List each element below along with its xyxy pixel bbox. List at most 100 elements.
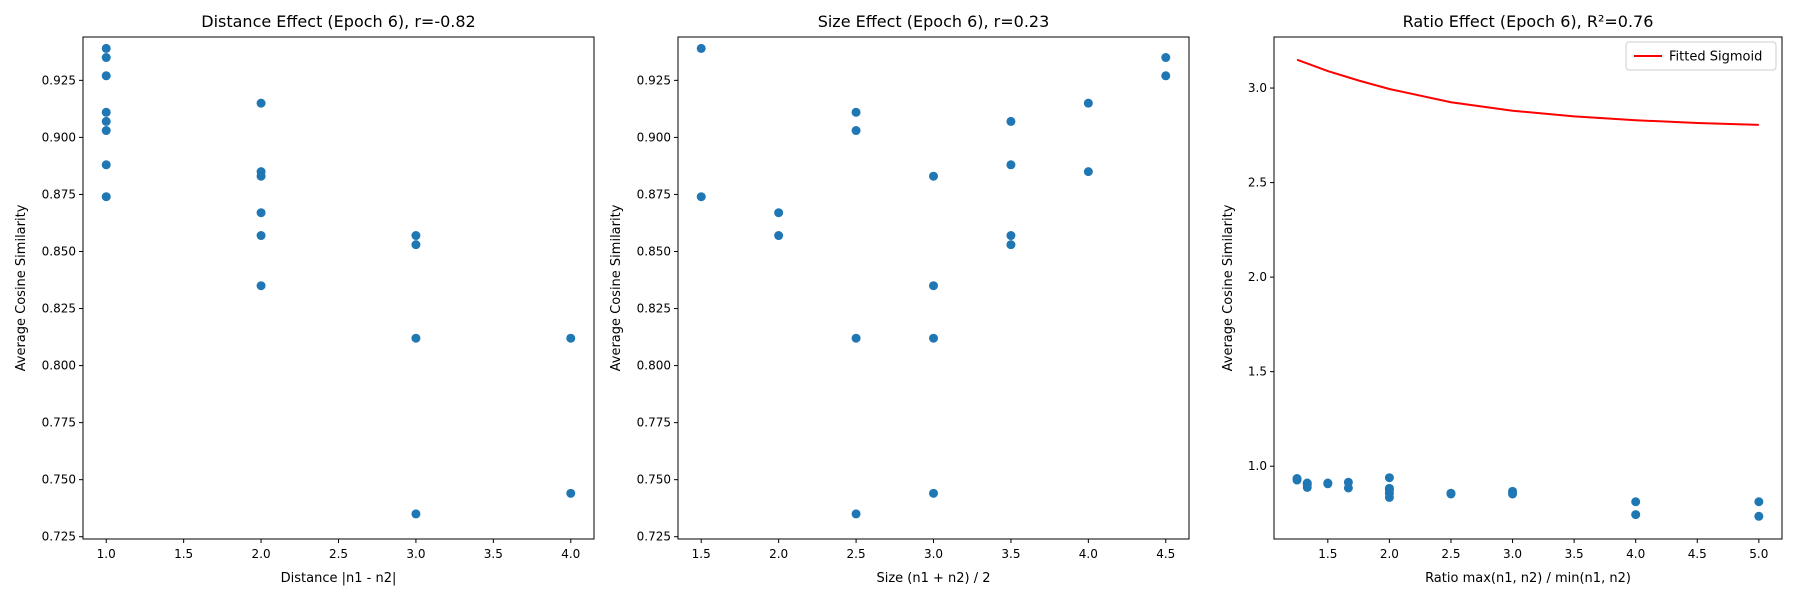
x-tick-label: 2.0 (769, 547, 788, 561)
data-point (851, 509, 861, 519)
data-point (101, 126, 111, 136)
panel-distance-effect: Distance Effect (Epoch 6), r=-0.82 1.0 1.… (14, 12, 595, 586)
data-point (1323, 478, 1333, 488)
fitted-sigmoid-line (1296, 58, 1759, 126)
legend-label: Fitted Sigmoid (1669, 50, 1762, 65)
data-point (256, 281, 266, 291)
data-point (1083, 167, 1093, 177)
data-point (1006, 240, 1016, 250)
data-point (1384, 492, 1394, 502)
y-tick-label: 0.750 (42, 473, 76, 487)
data-point (411, 231, 421, 241)
data-point (101, 71, 111, 81)
y-tick-label: 0.775 (637, 416, 671, 430)
y-tick-label: 0.825 (42, 302, 76, 316)
data-point (101, 43, 111, 53)
x-tick-label: 2.5 (847, 547, 866, 561)
data-points (101, 43, 576, 519)
x-tick-label: 1.5 (1318, 547, 1337, 561)
y-tick-label: 0.875 (42, 187, 76, 201)
data-point (101, 116, 111, 126)
y-tick-label: 0.850 (637, 244, 671, 258)
data-point (1384, 473, 1394, 483)
data-point (256, 208, 266, 218)
y-tick-label: 0.925 (637, 73, 671, 87)
data-point (1302, 482, 1312, 492)
x-tick-label: 4.0 (561, 547, 580, 561)
x-axis-label: Distance |n1 - n2| (281, 571, 397, 586)
data-point (1343, 483, 1353, 493)
data-point (256, 171, 266, 181)
y-tick-label: 2.5 (1248, 176, 1267, 190)
data-point (256, 231, 266, 241)
x-tick-label: 4.0 (1079, 547, 1098, 561)
data-point (929, 171, 938, 181)
data-point (1446, 489, 1456, 499)
y-axis-label: Average Cosine Similarity (1221, 204, 1236, 371)
x-tick-label: 5.0 (1749, 547, 1768, 561)
y-tick-label: 0.825 (637, 302, 671, 316)
data-point (101, 53, 111, 63)
y-tick-label: 0.900 (42, 130, 76, 144)
data-point (929, 333, 938, 343)
x-axis: 1.0 1.5 2.0 2.5 3.0 3.5 4.0 (97, 539, 580, 561)
x-axis: 1.5 2.0 2.5 3.0 3.5 4.0 4.5 (692, 539, 1175, 561)
legend-box (1625, 41, 1777, 71)
y-tick-label: 0.900 (637, 130, 671, 144)
x-tick-label: 4.0 (1626, 547, 1645, 561)
panel-size-effect: Size Effect (Epoch 6), r=0.23 1.5 2.0 2.5 3… (609, 12, 1190, 586)
panel-ratio-effect: Ratio Effect (Epoch 6), R²=0.76 1.5 2.0 2.… (1221, 12, 1783, 586)
data-point (1083, 98, 1093, 108)
y-tick-label: 0.750 (637, 473, 671, 487)
chart-title: Ratio Effect (Epoch 6), R²=0.76 (1403, 12, 1654, 31)
data-point (851, 126, 861, 136)
x-tick-label: 1.5 (692, 547, 711, 561)
data-point (1631, 510, 1641, 520)
data-point (101, 192, 111, 202)
y-tick-label: 0.725 (42, 530, 76, 544)
y-tick-label: 1.0 (1248, 459, 1267, 473)
x-tick-label: 2.5 (329, 547, 348, 561)
y-axis-label: Average Cosine Similarity (609, 204, 624, 371)
y-tick-label: 0.775 (42, 416, 76, 430)
x-tick-label: 3.5 (1001, 547, 1020, 561)
data-point (1006, 231, 1016, 241)
y-tick-label: 2.0 (1248, 270, 1267, 284)
data-point (1754, 497, 1764, 507)
chart-title: Distance Effect (Epoch 6), r=-0.82 (201, 12, 475, 31)
plot-area (1273, 36, 1783, 540)
y-tick-label: 1.5 (1248, 365, 1267, 379)
data-point (696, 43, 706, 53)
data-point (1508, 489, 1518, 499)
x-tick-label: 4.5 (1688, 547, 1707, 561)
x-tick-label: 3.5 (1565, 547, 1584, 561)
data-point (1292, 475, 1302, 485)
data-points (1292, 473, 1764, 521)
x-axis: 1.5 2.0 2.5 3.0 3.5 4.0 4.5 5.0 (1318, 539, 1768, 561)
data-point (411, 333, 421, 343)
data-point (411, 240, 421, 250)
y-tick-label: 0.875 (637, 187, 671, 201)
data-point (411, 509, 421, 519)
data-point (101, 107, 111, 117)
data-point (566, 488, 576, 498)
plot-area (82, 36, 595, 540)
data-point (929, 281, 938, 291)
y-axis: 1.0 1.5 2.0 2.5 3.0 (1248, 81, 1274, 473)
chart-title: Size Effect (Epoch 6), r=0.23 (818, 12, 1050, 31)
y-tick-label: 0.725 (637, 530, 671, 544)
x-tick-label: 2.5 (1441, 547, 1460, 561)
data-point (929, 488, 938, 498)
x-tick-label: 2.0 (252, 547, 271, 561)
x-tick-label: 3.0 (406, 547, 425, 561)
data-point (1006, 160, 1016, 170)
y-tick-label: 0.925 (42, 73, 76, 87)
y-tick-label: 0.800 (637, 359, 671, 373)
data-point (566, 333, 576, 343)
data-point (1161, 71, 1171, 81)
x-tick-label: 3.0 (924, 547, 943, 561)
data-point (696, 192, 706, 202)
x-tick-label: 1.0 (97, 547, 116, 561)
data-point (774, 208, 784, 218)
